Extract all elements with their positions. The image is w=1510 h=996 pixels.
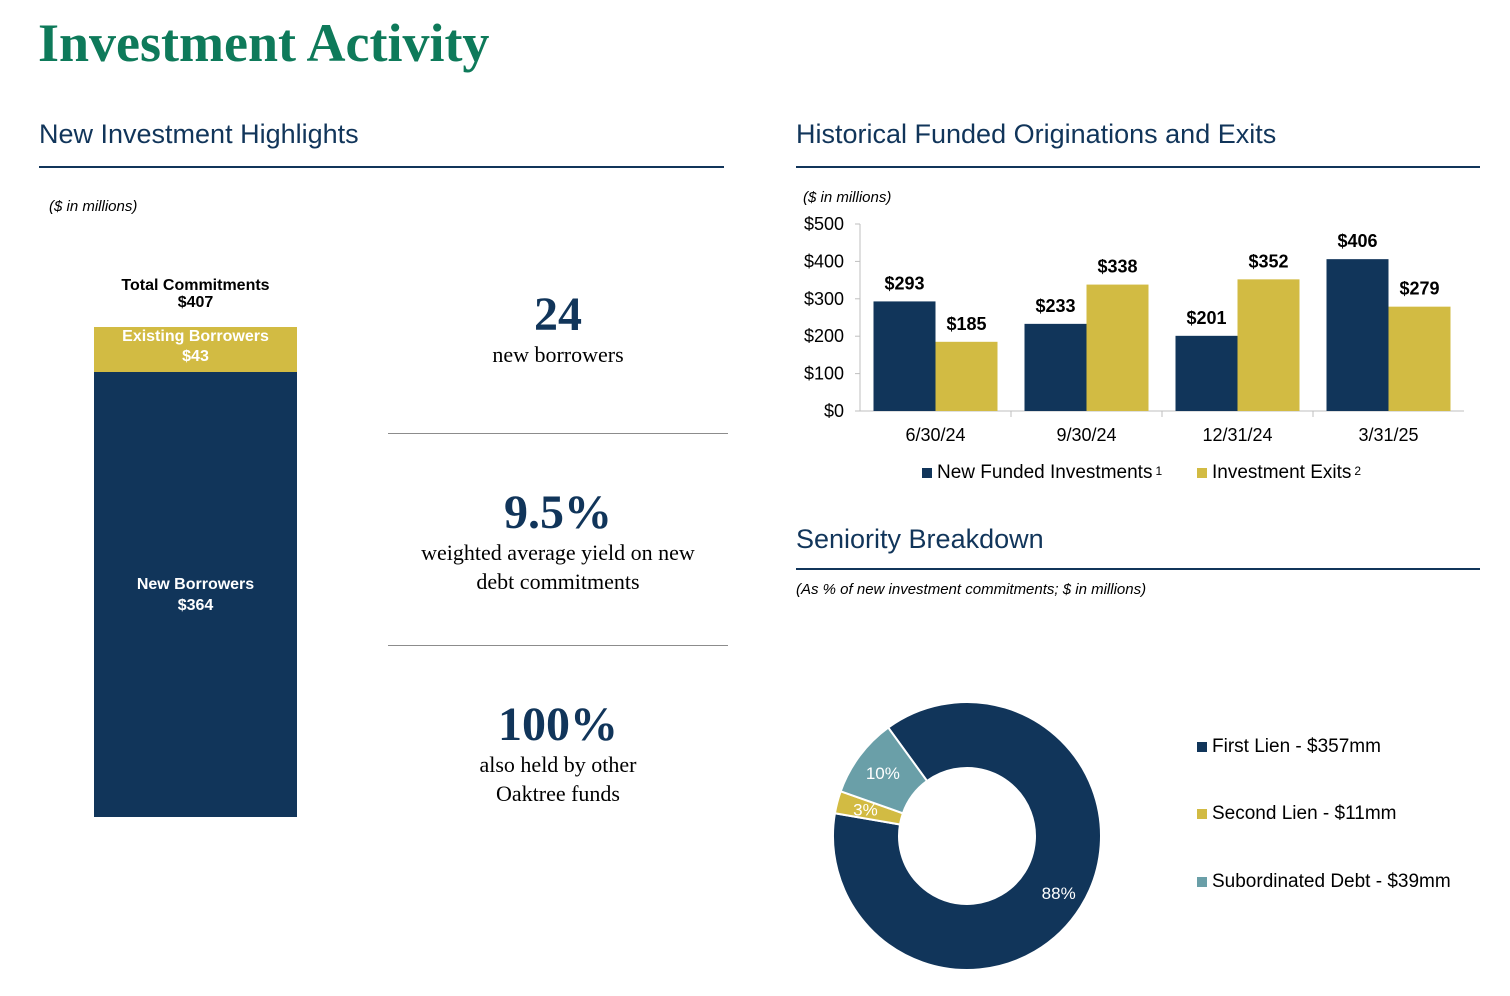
originations-bar-chart: $0 $100 $200 $300 $400 $500 $293 $185 6/30/24 $23…: [804, 214, 1464, 445]
bar-new-funded-investments: [873, 301, 936, 411]
legend-swatch: [922, 468, 932, 478]
bar-investment-exits: [1388, 306, 1451, 411]
highlights-title-rule: [39, 166, 724, 168]
stat-label-line: weighted average yield on new: [421, 540, 695, 565]
stat-label-line: debt commitments: [476, 569, 640, 594]
bar-data-label: $293: [884, 273, 924, 293]
legend-swatch: [1197, 877, 1207, 887]
bar-data-label: $338: [1097, 257, 1137, 277]
y-tick-label: $200: [804, 326, 844, 346]
originations-title-rule: [796, 166, 1480, 168]
bar-investment-exits: [1086, 284, 1149, 411]
new-borrowers-segment: New Borrowers $364: [94, 372, 297, 817]
stat-value: 9.5%: [504, 486, 612, 539]
originations-units-note: ($ in millions): [803, 189, 892, 206]
total-commitments-value: $407: [177, 294, 214, 311]
y-tick-label: $300: [804, 289, 844, 309]
originations-section-title: Historical Funded Originations and Exits: [796, 119, 1277, 149]
donut-slice-label: 88%: [1042, 884, 1076, 903]
legend-label: Investment Exits: [1212, 462, 1352, 483]
y-tick-label: $100: [804, 364, 844, 384]
seniority-title-rule: [796, 568, 1480, 570]
bar-data-label: $406: [1337, 231, 1377, 251]
legend-second-lien: Second Lien - $11mm: [1197, 803, 1396, 825]
bar-data-label: $233: [1035, 296, 1075, 316]
bar-new-funded-investments: [1175, 335, 1238, 411]
existing-borrowers-label: Existing Borrowers: [122, 328, 269, 345]
bar-investment-exits: [1237, 279, 1300, 411]
existing-borrowers-segment: Existing Borrowers $43: [94, 327, 297, 372]
stat-divider: [388, 645, 728, 646]
new-borrowers-label: New Borrowers: [136, 576, 255, 593]
legend-label: New Funded Investments: [937, 462, 1153, 483]
bar-investment-exits: [935, 341, 998, 411]
donut-slice-label: 10%: [866, 764, 900, 783]
legend-swatch: [1197, 742, 1207, 752]
bar-new-funded-investments: [1326, 259, 1389, 411]
new-borrowers-value: $364: [177, 597, 214, 614]
total-commitments-label: Total Commitments $407: [94, 277, 297, 311]
x-tick-label: 6/30/24: [905, 425, 965, 445]
stat-label-line: also held by other: [479, 752, 637, 777]
bar-data-label: $185: [946, 314, 986, 334]
legend-label: First Lien - $357mm: [1212, 736, 1381, 757]
legend-footnote: 2: [1354, 464, 1362, 478]
highlights-units-note: ($ in millions): [49, 198, 138, 215]
stat-value: 24: [534, 288, 582, 341]
page-title: Investment Activity: [38, 13, 490, 73]
stat-label-line: Oaktree funds: [495, 781, 620, 806]
y-tick-label: $400: [804, 251, 844, 271]
x-tick-label: 9/30/24: [1056, 425, 1116, 445]
legend-label: Subordinated Debt - $39mm: [1212, 871, 1451, 892]
stat-weighted-yield: 9.5% weighted average yield on new debt …: [388, 488, 728, 596]
legend-swatch: [1197, 468, 1207, 478]
y-tick-label: $0: [824, 401, 844, 421]
bar-data-label: $279: [1399, 279, 1439, 299]
bar-data-label: $352: [1248, 251, 1288, 271]
legend-label: Second Lien - $11mm: [1212, 803, 1397, 824]
seniority-donut-chart: 88% 3% 10%: [832, 701, 1102, 971]
legend-swatch: [1197, 809, 1207, 819]
stat-divider: [388, 433, 728, 434]
total-commitments-title: Total Commitments: [121, 277, 270, 294]
stat-value: 100%: [498, 698, 618, 751]
legend-subordinated-debt: Subordinated Debt - $39mm: [1197, 871, 1451, 893]
seniority-section-title: Seniority Breakdown: [796, 524, 1044, 554]
donut-slice-first-lien: [832, 701, 1102, 971]
legend-footnote: 1: [1155, 464, 1163, 478]
donut-slice-label: 3%: [853, 800, 878, 819]
legend-new-funded: New Funded Investments 1: [922, 462, 1162, 484]
stat-new-borrowers: 24 new borrowers: [388, 290, 728, 369]
bar-new-funded-investments: [1024, 323, 1087, 411]
bar-data-label: $201: [1186, 308, 1226, 328]
y-tick-label: $500: [804, 214, 844, 234]
donut-slice-subordinated-debt: [839, 726, 929, 815]
stat-label: new borrowers: [492, 342, 624, 367]
x-tick-label: 12/31/24: [1202, 425, 1272, 445]
stat-held-by-other-funds: 100% also held by other Oaktree funds: [388, 700, 728, 808]
x-tick-label: 3/31/25: [1358, 425, 1418, 445]
existing-borrowers-value: $43: [182, 348, 209, 365]
highlights-section-title: New Investment Highlights: [39, 119, 359, 149]
legend-first-lien: First Lien - $357mm: [1197, 736, 1381, 758]
legend-investment-exits: Investment Exits 2: [1197, 462, 1361, 484]
seniority-units-note: (As % of new investment commitments; $ i…: [796, 581, 1147, 598]
